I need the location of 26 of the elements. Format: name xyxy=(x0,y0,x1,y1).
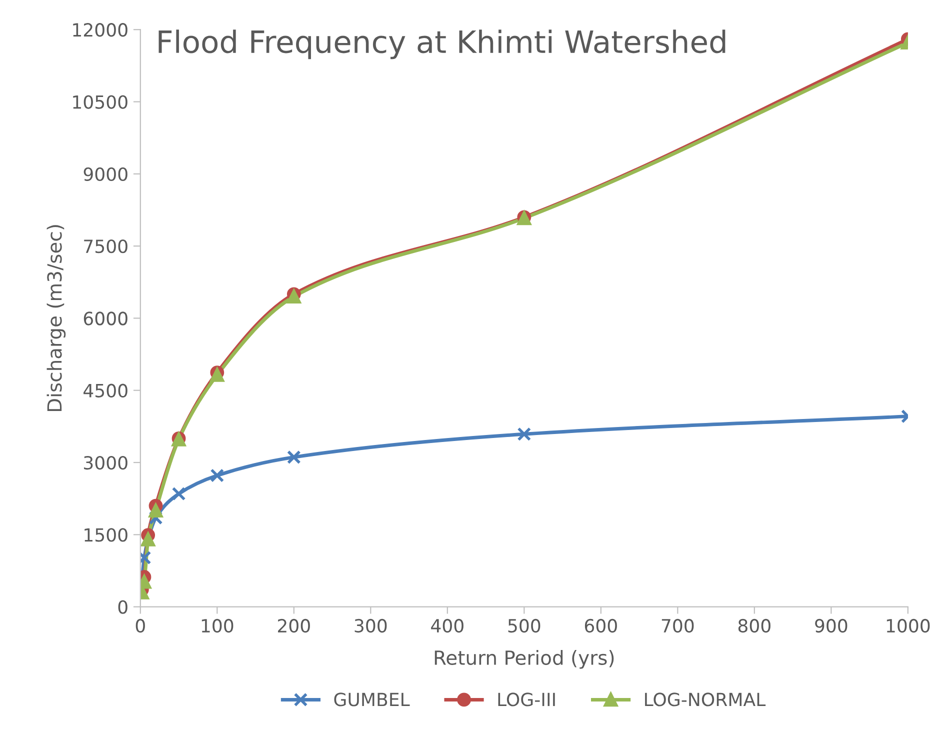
y-tick-label: 3000 xyxy=(84,456,128,470)
y-tick-label: 1500 xyxy=(84,528,128,542)
x-tick-label: 700 xyxy=(662,618,694,633)
y-tick-label: 12000 xyxy=(73,23,128,37)
y-tick-label: 4500 xyxy=(84,384,128,398)
y-axis-title: Discharge (m3/sec) xyxy=(46,225,66,411)
x-tick-label: 500 xyxy=(508,618,540,633)
y-tick-label: 6000 xyxy=(84,312,128,326)
x-tick-label: 600 xyxy=(584,618,617,633)
legend-label: LOG-NORMAL xyxy=(645,692,766,706)
x-tick-label: 1000 xyxy=(886,618,930,633)
x-tick-label: 200 xyxy=(278,618,310,633)
y-tick-label: 9000 xyxy=(84,167,128,182)
x-tick-label: 900 xyxy=(815,618,848,633)
x-tick-label: 800 xyxy=(738,618,770,633)
legend-label: GUMBEL xyxy=(334,692,410,706)
chart-title: Flood Frequency at Khimti Watershed xyxy=(158,30,726,60)
x-tick-label: 0 xyxy=(136,618,145,633)
y-tick-label: 0 xyxy=(118,600,128,614)
x-tick-label: 400 xyxy=(431,618,464,633)
x-tick-label: 300 xyxy=(354,618,387,633)
legend-label: LOG-III xyxy=(498,692,555,706)
y-tick-label: 10500 xyxy=(73,95,128,109)
y-tick-label: 7500 xyxy=(84,240,128,254)
x-tick-label: 100 xyxy=(202,618,234,633)
x-axis-title: Return Period (yrs) xyxy=(434,650,614,669)
